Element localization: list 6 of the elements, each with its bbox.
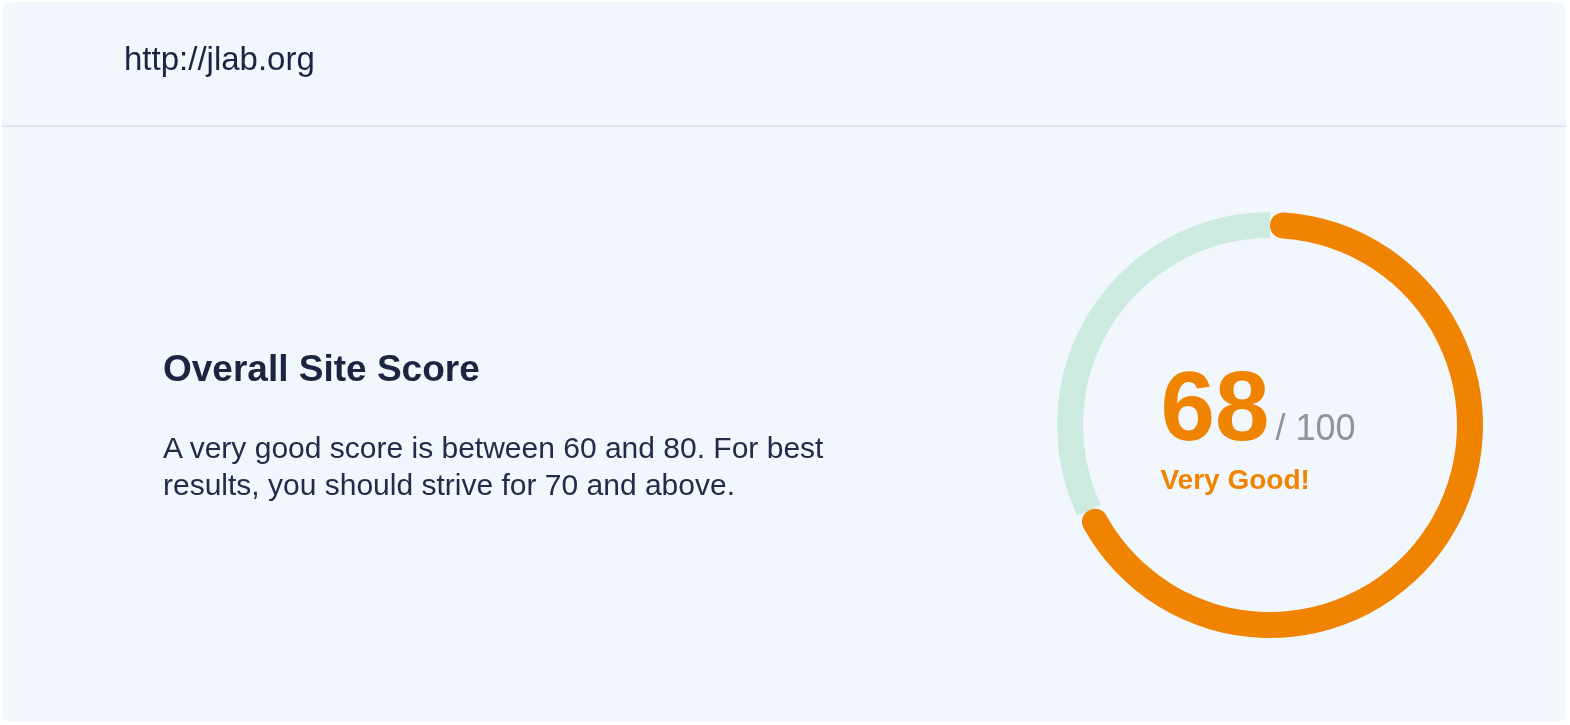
text: / 100	[1275, 407, 1356, 448]
text: Overall Site Score	[163, 348, 480, 389]
text: 68	[1160, 351, 1270, 461]
text: A very good score is between 60 and 80. For best results, you should strive for 70 and above.	[163, 430, 825, 503]
text: Very Good!	[1160, 464, 1310, 495]
text: http://jlab.org	[124, 40, 315, 77]
